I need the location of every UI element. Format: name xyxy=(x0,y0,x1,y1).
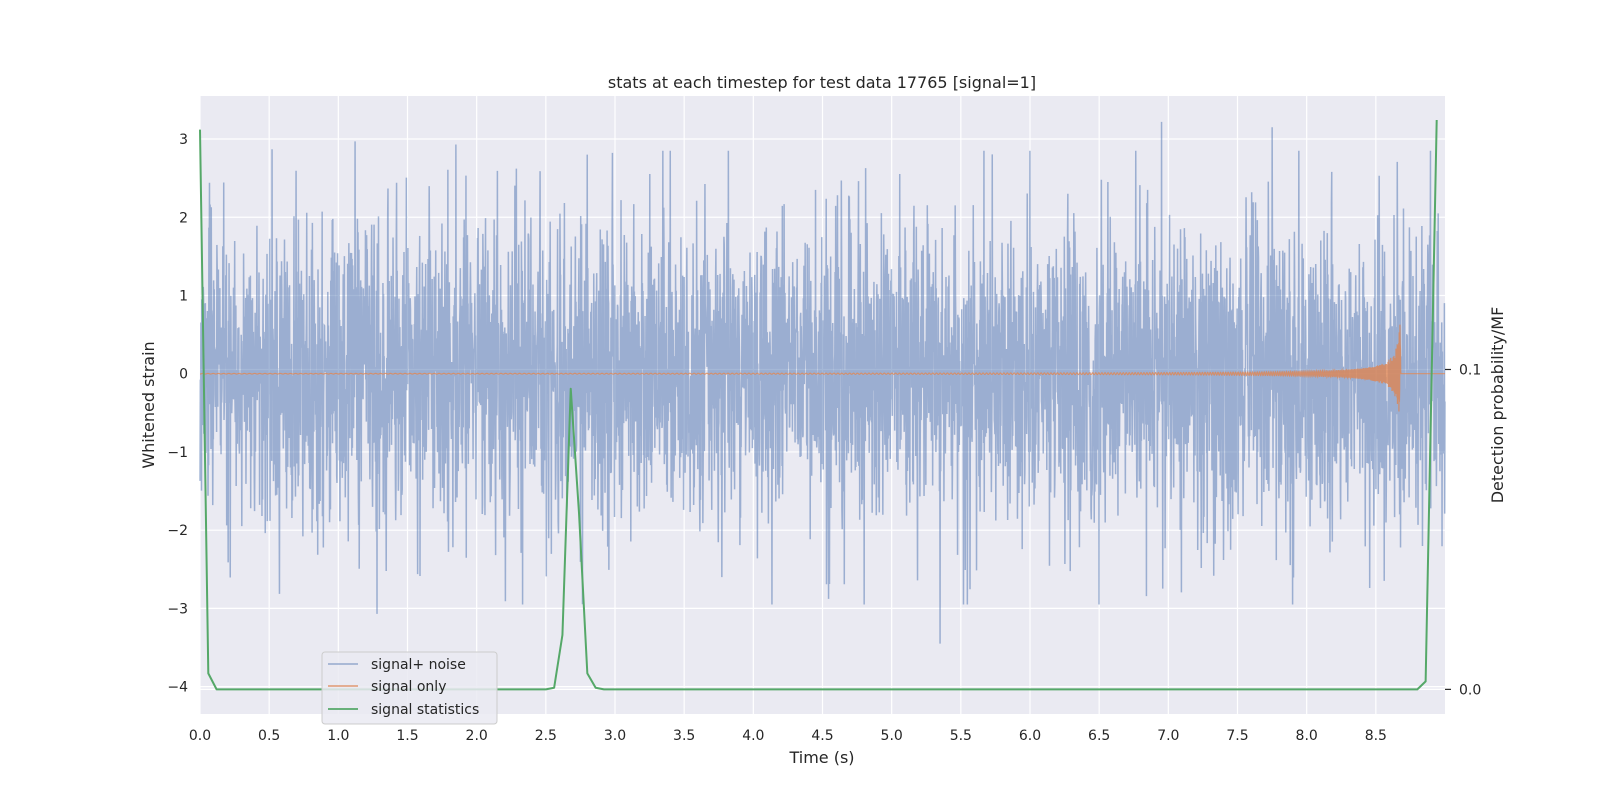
legend: signal+ noise signal only signal statist… xyxy=(321,651,498,725)
x-tick-label: 7.0 xyxy=(1157,728,1179,744)
legend-label-signal-statistics: signal statistics xyxy=(371,702,479,718)
x-tick-label: 2.0 xyxy=(466,728,488,744)
series-signal-noise xyxy=(199,121,1446,644)
legend-frame xyxy=(321,651,498,725)
x-tick-label: 4.0 xyxy=(742,728,764,744)
series-signal-statistics xyxy=(199,119,1438,691)
y-right-tick-label: 0.0 xyxy=(1459,682,1481,698)
x-tick-label: 3.0 xyxy=(604,728,626,744)
y-tick-label: 2 xyxy=(179,210,188,226)
x-tick-label: 7.5 xyxy=(1226,728,1248,744)
legend-label-signal-noise: signal+ noise xyxy=(371,657,466,673)
signal-statistics-line xyxy=(199,119,1438,691)
x-tick-label: 0.5 xyxy=(258,728,280,744)
x-tick-label: 1.0 xyxy=(327,728,349,744)
y-axis-ticks: 3 2 1 0 −1 −2 −3 −4 xyxy=(167,132,188,696)
x-tick-label: 4.5 xyxy=(811,728,833,744)
y-tick-label: −2 xyxy=(167,523,188,539)
y-tick-label: 1 xyxy=(179,288,188,304)
x-tick-label: 0.0 xyxy=(189,728,211,744)
series-signal-only xyxy=(200,324,1445,412)
x-tick-label: 2.5 xyxy=(535,728,557,744)
x-tick-label: 8.0 xyxy=(1296,728,1318,744)
signal-only-line xyxy=(200,324,1445,412)
x-tick-label: 1.5 xyxy=(396,728,418,744)
y-right-axis-ticks: 0.1 0.0 xyxy=(1445,362,1481,698)
y-right-axis-label: Detection probability/MF xyxy=(1488,307,1507,504)
x-axis-ticks: 0.0 0.5 1.0 1.5 2.0 2.5 3.0 3.5 4.0 4.5 5.0 5.5 6.0 6… xyxy=(189,728,1387,744)
x-tick-label: 6.0 xyxy=(1019,728,1041,744)
y-tick-label: −3 xyxy=(167,601,188,617)
y-tick-label: −1 xyxy=(167,445,188,461)
chart-title: stats at each timestep for test data 177… xyxy=(608,73,1036,92)
signal-noise-line xyxy=(199,121,1446,644)
y-tick-label: −4 xyxy=(167,680,188,696)
x-axis-label: Time (s) xyxy=(788,748,854,767)
x-tick-label: 6.5 xyxy=(1088,728,1110,744)
x-tick-label: 3.5 xyxy=(673,728,695,744)
y-tick-label: 3 xyxy=(179,132,188,148)
x-tick-label: 5.5 xyxy=(950,728,972,744)
x-tick-label: 8.5 xyxy=(1365,728,1387,744)
legend-label-signal-only: signal only xyxy=(371,679,446,695)
y-right-tick-label: 0.1 xyxy=(1459,362,1481,378)
y-tick-label: 0 xyxy=(179,367,188,383)
y-axis-label: Whitened strain xyxy=(139,341,158,468)
x-tick-label: 5.0 xyxy=(881,728,903,744)
